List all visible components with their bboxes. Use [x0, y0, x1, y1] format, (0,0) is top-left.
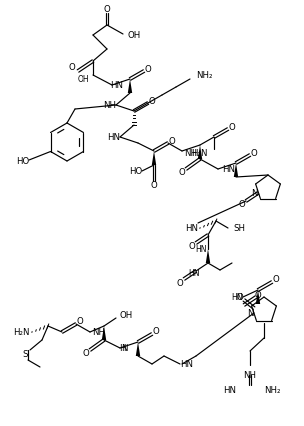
Text: O: O — [179, 168, 185, 177]
Text: HO: HO — [16, 156, 29, 165]
Text: HN: HN — [107, 133, 120, 142]
Text: O: O — [77, 317, 83, 326]
Text: N: N — [251, 189, 258, 198]
Text: O: O — [104, 6, 110, 14]
Text: HN: HN — [110, 81, 123, 89]
Text: NH: NH — [244, 371, 257, 380]
Polygon shape — [136, 342, 140, 356]
Text: NH₂: NH₂ — [264, 386, 281, 394]
Text: O: O — [188, 242, 195, 251]
Text: O: O — [153, 327, 159, 336]
Text: O: O — [169, 136, 175, 145]
Text: HN: HN — [180, 360, 193, 368]
Text: O: O — [273, 275, 279, 284]
Text: N: N — [247, 309, 254, 318]
Text: O: O — [150, 181, 157, 190]
Text: O: O — [145, 64, 151, 73]
Polygon shape — [102, 326, 106, 340]
Text: N: N — [121, 344, 127, 353]
Polygon shape — [256, 290, 260, 304]
Text: O: O — [237, 293, 244, 302]
Text: HN: HN — [222, 165, 235, 174]
Text: O: O — [239, 200, 245, 209]
Text: HN: HN — [223, 386, 236, 394]
Text: H: H — [119, 344, 125, 353]
Text: S: S — [22, 350, 28, 359]
Text: O: O — [229, 122, 235, 131]
Text: HN: HN — [188, 268, 200, 277]
Text: O: O — [69, 63, 75, 72]
Polygon shape — [152, 152, 156, 166]
Text: OH: OH — [78, 75, 89, 84]
Text: O: O — [177, 278, 183, 287]
Polygon shape — [206, 249, 210, 263]
Polygon shape — [234, 164, 238, 178]
Text: H₂N: H₂N — [13, 328, 30, 337]
Text: SH: SH — [233, 224, 245, 233]
Text: HO: HO — [129, 167, 142, 176]
Text: H₂N: H₂N — [192, 149, 208, 158]
Text: O: O — [149, 96, 155, 105]
Polygon shape — [128, 80, 132, 94]
Polygon shape — [198, 146, 202, 160]
Text: OH: OH — [120, 311, 133, 320]
Text: O: O — [255, 291, 261, 300]
Text: O: O — [83, 349, 89, 358]
Text: HN: HN — [232, 293, 243, 302]
Text: HN: HN — [185, 224, 198, 233]
Text: O: O — [250, 148, 257, 157]
Text: NH₂: NH₂ — [196, 71, 212, 81]
Text: NH: NH — [92, 328, 105, 337]
Text: HN: HN — [195, 245, 207, 254]
Text: NH: NH — [184, 148, 197, 157]
Text: OH: OH — [128, 30, 141, 40]
Text: NH: NH — [103, 101, 116, 110]
